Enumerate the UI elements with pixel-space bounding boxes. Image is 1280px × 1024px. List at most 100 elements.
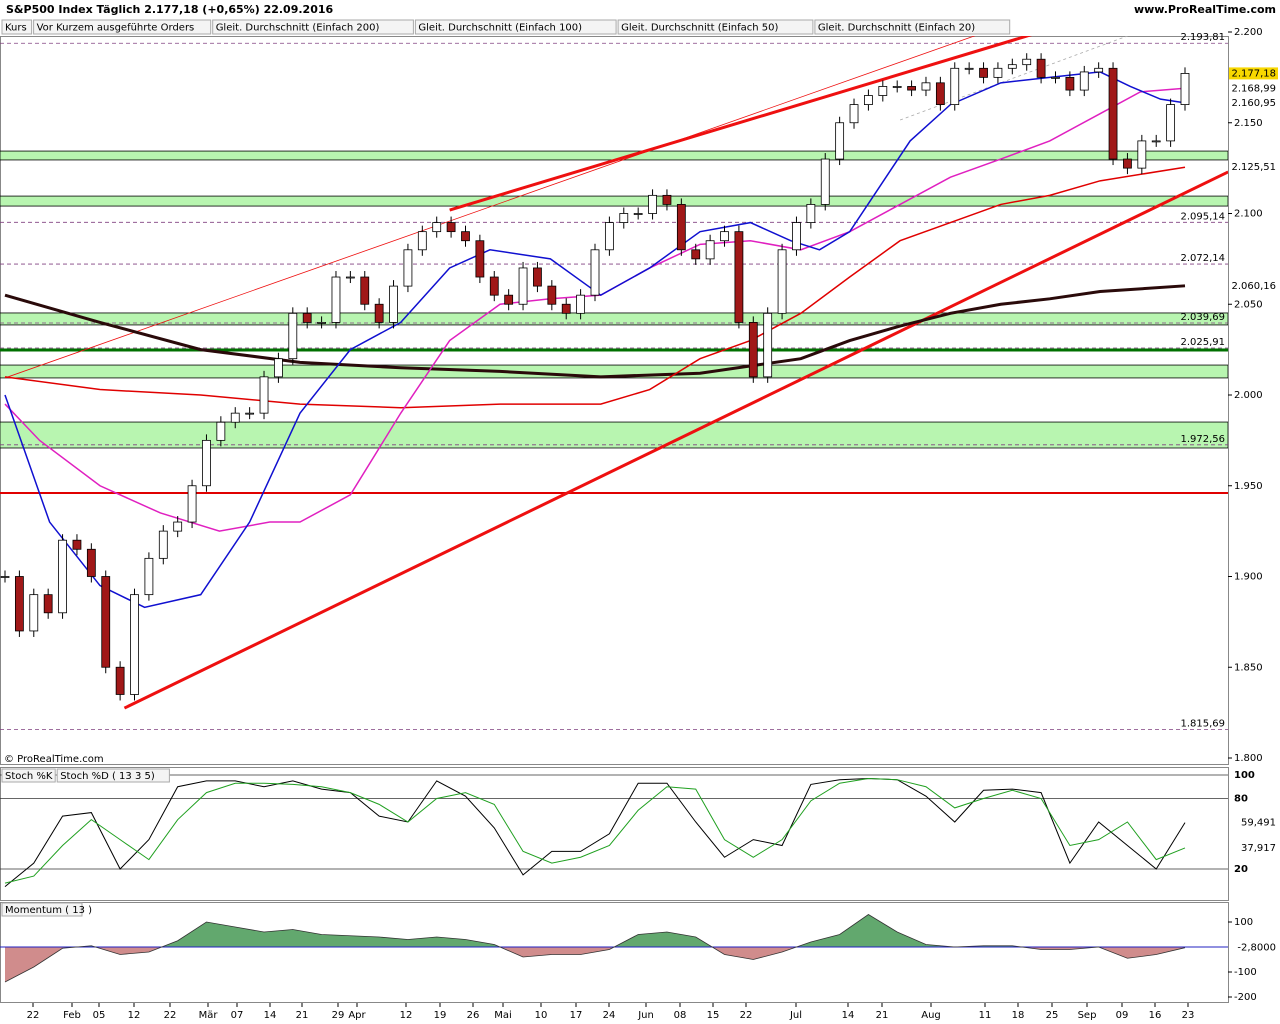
candle	[864, 95, 873, 106]
y-tick-label: -200	[1234, 992, 1257, 1003]
legend-label: Vor Kurzem ausgeführte Orders	[37, 23, 195, 34]
x-tick-label: 18	[1012, 1010, 1025, 1021]
candle	[1094, 67, 1104, 73]
level-label: 1.972,56	[1180, 434, 1225, 445]
candle	[691, 249, 701, 260]
panel-legend-label: Stoch %K	[5, 771, 53, 782]
candle	[158, 530, 168, 559]
x-tick-label: 24	[603, 1010, 616, 1021]
candle	[705, 240, 715, 260]
candle	[1022, 58, 1032, 66]
legend-label: Gleit. Durchschnitt (Einfach 20)	[818, 23, 975, 34]
legend-box	[617, 19, 814, 35]
x-tick-label: Sep	[1078, 1010, 1097, 1021]
candle	[417, 231, 427, 251]
candle	[576, 294, 586, 314]
x-tick-label: 07	[231, 1010, 244, 1021]
candle	[648, 194, 657, 214]
x-tick-label: Aug	[921, 1010, 941, 1021]
x-tick-label: 08	[674, 1010, 687, 1021]
momentum-area	[5, 947, 1185, 982]
level-label: 2.193,81	[1180, 32, 1225, 43]
candle	[662, 194, 672, 205]
panel-legend-box	[56, 768, 170, 783]
candle	[1123, 158, 1132, 169]
level-label-bg	[1229, 161, 1278, 174]
y-tick-label: 2.200	[1234, 27, 1263, 38]
x-tick-label: 09	[1116, 1010, 1129, 1021]
stoch-plot	[0, 774, 1228, 888]
value-label-bg	[1229, 941, 1278, 954]
legend-box	[33, 19, 212, 35]
candle	[676, 204, 686, 251]
candle	[792, 222, 801, 251]
moving-average	[4, 71, 1186, 609]
candle	[389, 285, 398, 323]
legend-box	[212, 19, 414, 35]
panel-frame	[0, 902, 1229, 1003]
y-tick-label: 1.900	[1234, 572, 1263, 583]
x-tick-label: 23	[1182, 1010, 1195, 1021]
candle	[878, 86, 888, 96]
candle	[345, 276, 355, 279]
candle	[403, 249, 413, 287]
value-label-bg	[1229, 816, 1278, 829]
candle	[533, 267, 542, 287]
momentum-line	[4, 914, 1186, 983]
y-tick-label: 2.050	[1234, 299, 1263, 310]
trend-line	[4, 36, 976, 379]
x-tick-label: 22	[27, 1010, 40, 1021]
y-tick-label: 20	[1234, 864, 1248, 875]
copyright: © ProRealTime.com	[4, 754, 104, 765]
candle	[518, 267, 528, 305]
panel-frame	[0, 36, 1229, 765]
momentum-area	[5, 914, 1185, 948]
level-label-bg	[1229, 279, 1278, 292]
x-tick-label: 22	[164, 1010, 177, 1021]
candle	[1051, 76, 1060, 79]
candle	[202, 439, 211, 487]
legend-label: Kurs	[5, 23, 27, 34]
candle	[504, 294, 514, 305]
candle	[748, 321, 758, 378]
moving-average	[4, 166, 1186, 409]
x-tick-label: 17	[570, 1010, 583, 1021]
support-zone	[0, 312, 1228, 326]
support-zone	[0, 195, 1228, 207]
plot-area	[0, 36, 1228, 730]
level-label: 2.177,18	[1231, 68, 1276, 79]
candle	[950, 67, 960, 106]
legend-label: Gleit. Durchschnitt (Einfach 200)	[216, 23, 380, 34]
legend-box	[1, 19, 33, 35]
value-label: 37,917	[1241, 843, 1276, 854]
candle	[245, 412, 255, 415]
candle	[331, 276, 341, 323]
trend-line	[123, 170, 1228, 710]
stoch-line	[4, 778, 1186, 888]
x-tick-label: 12	[128, 1010, 141, 1021]
candle	[144, 557, 154, 596]
candle	[1137, 140, 1147, 169]
legend-box	[414, 19, 617, 35]
x-tick-label: 16	[1149, 1010, 1162, 1021]
candle	[288, 312, 298, 360]
y-tick-label: 2.100	[1234, 209, 1263, 220]
candle	[360, 276, 370, 305]
candle	[216, 421, 226, 441]
level-label: 2.060,16	[1231, 281, 1276, 292]
candle	[993, 67, 1003, 78]
support-zone	[0, 364, 1228, 379]
y-tick-label: 1.800	[1234, 753, 1263, 764]
candle	[604, 222, 614, 251]
candle	[58, 539, 67, 614]
x-tick-label: 14	[842, 1010, 855, 1021]
candle	[374, 303, 384, 323]
candle	[29, 594, 39, 632]
level-label-bg	[1229, 82, 1278, 95]
candle	[274, 358, 283, 378]
candle	[0, 576, 10, 578]
support-zone	[0, 421, 1228, 449]
legend-label: Gleit. Durchschnitt (Einfach 50)	[621, 23, 778, 34]
trend-line	[449, 36, 1033, 212]
